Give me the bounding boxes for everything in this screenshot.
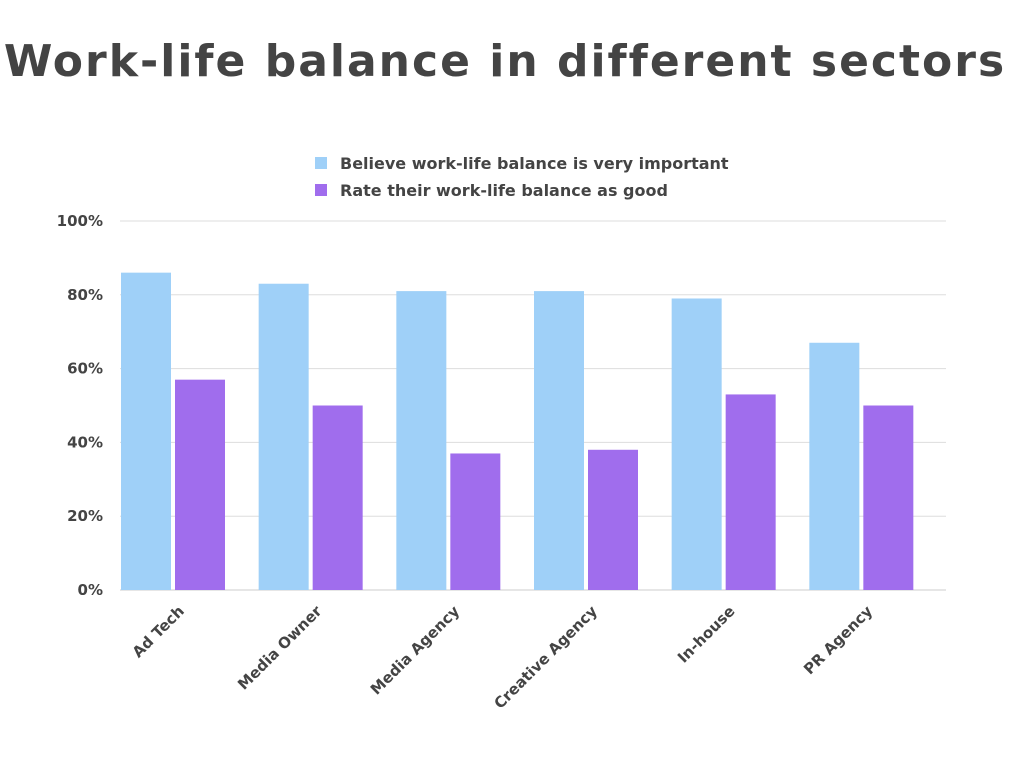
x-tick-label: Creative Agency xyxy=(490,602,601,713)
y-tick-label: 40% xyxy=(67,433,103,451)
bar-rating-3 xyxy=(588,449,638,590)
y-tick-label: 60% xyxy=(67,360,103,378)
bar-rating-2 xyxy=(450,453,501,590)
legend-swatch xyxy=(315,184,327,196)
bar-importance-2 xyxy=(396,291,447,590)
legend-label: Rate their work-life balance as good xyxy=(340,181,668,200)
x-tick-label: Media Owner xyxy=(234,602,326,694)
bar-importance-0 xyxy=(121,272,171,590)
bar-importance-3 xyxy=(534,291,584,590)
y-tick-label: 100% xyxy=(57,212,103,230)
chart-title: Work-life balance in different sectors xyxy=(3,36,1007,87)
y-tick-label: 80% xyxy=(67,286,103,304)
bar-rating-5 xyxy=(863,405,914,590)
bar-rating-1 xyxy=(312,405,363,590)
bar-rating-0 xyxy=(175,379,225,590)
bar-importance-4 xyxy=(671,298,722,590)
legend-label: Believe work-life balance is very import… xyxy=(340,154,729,173)
x-tick-label: PR Agency xyxy=(800,602,876,678)
gridlines xyxy=(120,220,946,591)
bar-importance-1 xyxy=(258,283,309,590)
x-tick-label: In-house xyxy=(674,602,739,667)
bar-importance-5 xyxy=(809,342,860,590)
legend: Believe work-life balance is very import… xyxy=(315,154,729,200)
y-tick-label: 20% xyxy=(67,507,103,525)
legend-swatch xyxy=(315,157,327,169)
x-tick-label: Media Agency xyxy=(367,602,463,698)
x-tick-label: Ad Tech xyxy=(129,602,188,661)
bars xyxy=(121,272,914,590)
bar-rating-4 xyxy=(725,394,776,590)
y-tick-label: 0% xyxy=(78,581,103,599)
